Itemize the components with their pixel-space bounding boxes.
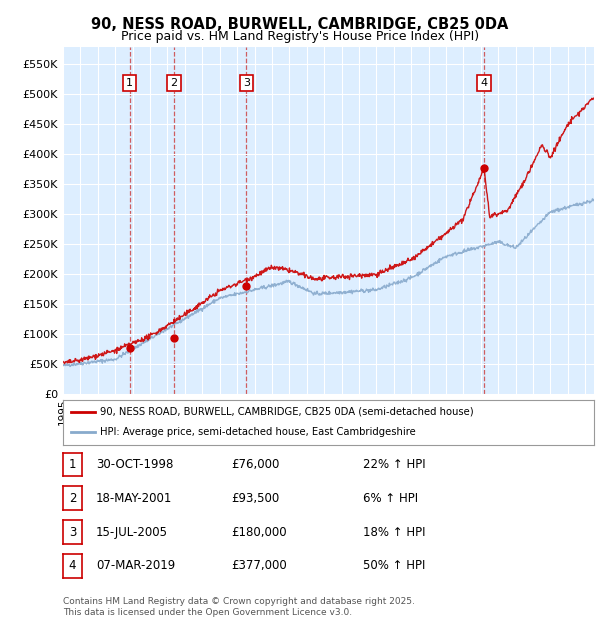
Text: 18-MAY-2001: 18-MAY-2001 (96, 492, 172, 505)
Text: 30-OCT-1998: 30-OCT-1998 (96, 458, 173, 471)
Text: This data is licensed under the Open Government Licence v3.0.: This data is licensed under the Open Gov… (63, 608, 352, 617)
Text: Contains HM Land Registry data © Crown copyright and database right 2025.: Contains HM Land Registry data © Crown c… (63, 597, 415, 606)
Text: 3: 3 (243, 78, 250, 88)
Text: 3: 3 (69, 526, 76, 539)
Text: HPI: Average price, semi-detached house, East Cambridgeshire: HPI: Average price, semi-detached house,… (100, 427, 416, 438)
Text: 4: 4 (69, 559, 76, 572)
Text: 6% ↑ HPI: 6% ↑ HPI (363, 492, 418, 505)
Text: 2: 2 (170, 78, 178, 88)
Text: 15-JUL-2005: 15-JUL-2005 (96, 526, 168, 539)
Text: £377,000: £377,000 (231, 559, 287, 572)
Text: £93,500: £93,500 (231, 492, 279, 505)
Text: 1: 1 (69, 458, 76, 471)
Text: £180,000: £180,000 (231, 526, 287, 539)
Text: 90, NESS ROAD, BURWELL, CAMBRIDGE, CB25 0DA: 90, NESS ROAD, BURWELL, CAMBRIDGE, CB25 … (91, 17, 509, 32)
Text: 1: 1 (126, 78, 133, 88)
Text: 50% ↑ HPI: 50% ↑ HPI (363, 559, 425, 572)
Text: 4: 4 (481, 78, 488, 88)
Text: 07-MAR-2019: 07-MAR-2019 (96, 559, 175, 572)
Text: Price paid vs. HM Land Registry's House Price Index (HPI): Price paid vs. HM Land Registry's House … (121, 30, 479, 43)
Text: 22% ↑ HPI: 22% ↑ HPI (363, 458, 425, 471)
Text: 90, NESS ROAD, BURWELL, CAMBRIDGE, CB25 0DA (semi-detached house): 90, NESS ROAD, BURWELL, CAMBRIDGE, CB25 … (100, 407, 474, 417)
Text: 18% ↑ HPI: 18% ↑ HPI (363, 526, 425, 539)
Text: £76,000: £76,000 (231, 458, 280, 471)
Text: 2: 2 (69, 492, 76, 505)
